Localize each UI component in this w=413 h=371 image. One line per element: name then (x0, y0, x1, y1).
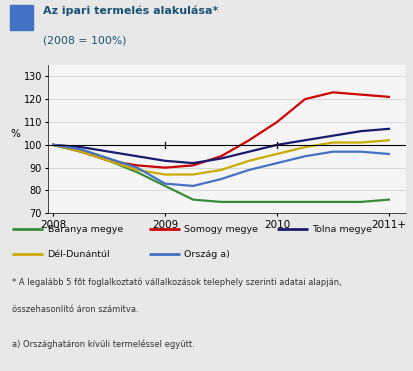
Y-axis label: %: % (10, 129, 20, 139)
Bar (10, 5, 33, 30)
Text: * A legalább 5 főt foglalkoztató vállalkozások telephely szerinti adatai alapján: * A legalább 5 főt foglalkoztató vállalk… (12, 278, 341, 288)
Text: Az ipari termelés alakulása*: Az ipari termelés alakulása* (43, 5, 218, 16)
Text: Tolna megye: Tolna megye (312, 225, 372, 234)
Text: Baranya megye: Baranya megye (47, 225, 123, 234)
Text: (2008 = 100%): (2008 = 100%) (43, 35, 127, 45)
Text: a) Országhatáron kívüli termeléssel együtt.: a) Országhatáron kívüli termeléssel együ… (12, 339, 195, 349)
Text: Ország a): Ország a) (184, 250, 230, 259)
Text: Dél-Dunántúl: Dél-Dunántúl (47, 250, 110, 259)
Text: Somogy megye: Somogy megye (184, 225, 258, 234)
Text: összehasonlító áron számítva.: összehasonlító áron számítva. (12, 305, 139, 315)
